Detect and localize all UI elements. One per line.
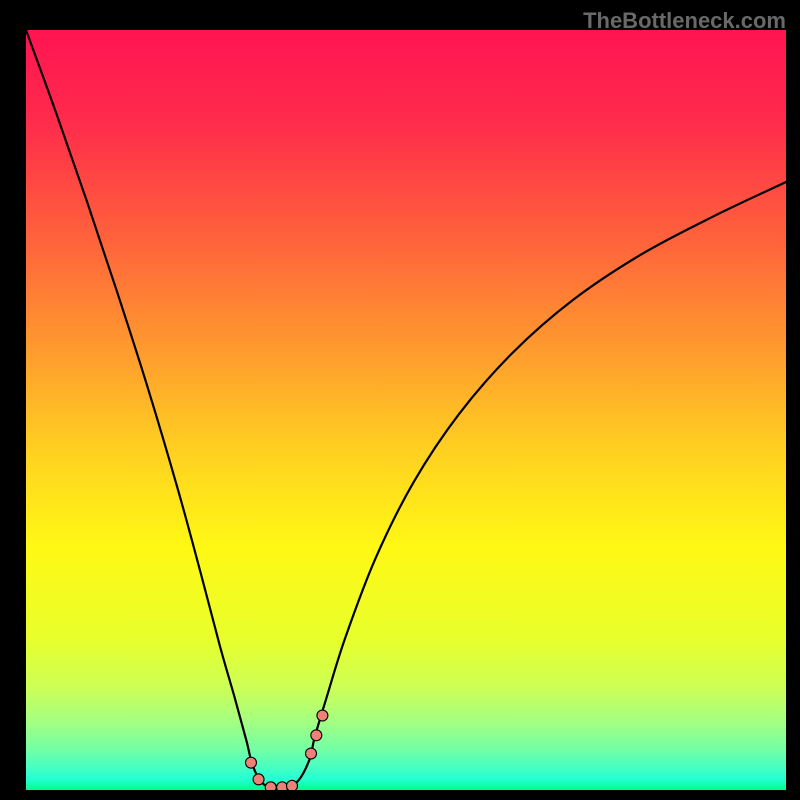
data-marker — [317, 710, 328, 721]
watermark-text: TheBottleneck.com — [583, 8, 786, 34]
data-marker — [265, 782, 276, 790]
gradient-bg — [26, 30, 786, 790]
chart-svg — [26, 30, 786, 790]
data-marker — [253, 774, 264, 785]
plot-area — [26, 30, 786, 790]
data-marker — [245, 757, 256, 768]
data-marker — [306, 748, 317, 759]
data-marker — [287, 780, 298, 790]
data-marker — [311, 730, 322, 741]
